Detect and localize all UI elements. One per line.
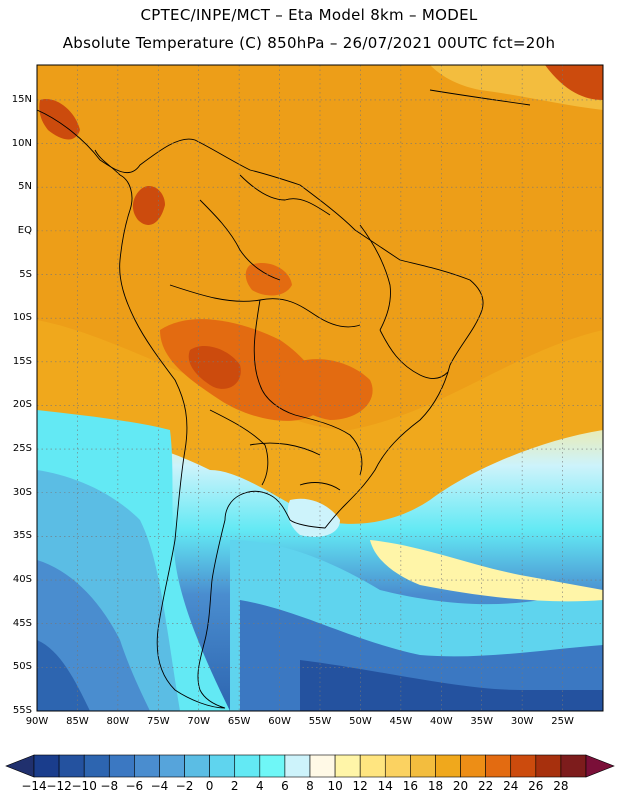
lon-label: 45W [389, 716, 413, 727]
colorbar-label: 14 [377, 779, 393, 793]
colorbar-over-triangle [585, 754, 615, 778]
colorbar-swatch [410, 754, 436, 778]
colorbar-label: 12 [352, 779, 368, 793]
colorbar-swatch [334, 754, 361, 778]
colorbar-swatch [535, 754, 562, 778]
colorbar-label: 2 [230, 779, 239, 793]
colorbar-swatch [485, 754, 512, 778]
lat-label: 10N [11, 137, 32, 149]
colorbar-label: 20 [452, 779, 469, 793]
colorbar-label: −6 [125, 779, 144, 793]
lat-label: 15S [12, 355, 32, 367]
lon-label: 55W [308, 716, 332, 727]
colorbar-under-triangle [5, 754, 35, 778]
colorbar-label: 4 [255, 779, 264, 793]
map-frame [36, 64, 604, 712]
coastline-and-borders [37, 89, 531, 709]
map-title-line-1: CPTEC/INPE/MCT – Eta Model 8km – MODEL [140, 6, 478, 24]
lat-label: 40S [12, 574, 32, 586]
lon-label: 65W [227, 716, 251, 727]
colorbar-swatch [108, 754, 135, 778]
colorbar-swatch [259, 754, 286, 778]
lon-label: 90W [25, 716, 49, 727]
map-title-line-2: Absolute Temperature (C) 850hPa – 26/07/… [62, 34, 556, 52]
colorbar-label: 0 [205, 779, 214, 793]
lat-label: 20S [12, 399, 32, 411]
colorbar-swatch [510, 754, 537, 778]
colorbar-label: −4 [150, 779, 169, 793]
lon-label: 30W [510, 716, 534, 727]
colorbar-label: −10 [71, 779, 97, 793]
colorbar-swatch [309, 754, 336, 778]
colorbar-label: 22 [477, 779, 494, 793]
colorbar-label: 28 [553, 779, 569, 793]
lon-label: 60W [268, 716, 291, 727]
lat-label: 30S [12, 486, 32, 498]
lat-label: 15N [11, 93, 32, 105]
lat-label: 5S [19, 268, 32, 280]
lat-label: 5N [18, 181, 32, 193]
colorbar-label: −14 [21, 779, 47, 793]
colorbar-swatch [284, 754, 311, 778]
colorbar-label: 10 [327, 779, 343, 793]
colorbar-swatch [359, 754, 386, 778]
colorbar-swatch [159, 754, 185, 778]
colorbar-label: 18 [427, 779, 444, 793]
lat-label: 35S [12, 530, 32, 542]
colorbar-label: 8 [306, 779, 314, 793]
temperature-field [37, 65, 603, 711]
lon-label: 40W [429, 716, 453, 727]
colorbar-swatch [83, 754, 110, 778]
lat-label: 10S [12, 312, 32, 324]
colorbar-swatch [560, 754, 587, 778]
colorbar-swatch [209, 754, 236, 778]
lon-label: 25W [551, 716, 574, 727]
lon-label: 85W [66, 716, 89, 727]
lon-label: 75W [146, 716, 170, 727]
lat-label: EQ [17, 224, 32, 236]
colorbar-label: −8 [100, 779, 119, 793]
colorbar-swatch [33, 754, 60, 778]
lat-label: 25S [12, 443, 32, 455]
lon-label: 35W [470, 716, 494, 727]
colorbar-swatch [58, 754, 85, 778]
lat-label: 50S [12, 661, 32, 673]
colorbar-swatch [234, 754, 261, 778]
colorbar-swatch [184, 754, 210, 778]
colorbar-label: 6 [281, 779, 289, 793]
colorbar-label: 16 [402, 779, 418, 793]
colorbar [5, 754, 615, 778]
colorbar-swatch [134, 754, 160, 778]
lon-label: 80W [106, 716, 130, 727]
colorbar-swatch [435, 754, 461, 778]
colorbar-label: 24 [503, 779, 519, 793]
colorbar-swatch [384, 754, 411, 778]
colorbar-label: 26 [528, 779, 544, 793]
colorbar-label: −2 [175, 779, 194, 793]
lat-label: 45S [12, 617, 32, 629]
colorbar-swatch [460, 754, 486, 778]
lon-label: 50W [349, 716, 372, 727]
lat-label: 55S [12, 705, 32, 716]
lon-label: 70W [187, 716, 211, 727]
colorbar-label: −12 [46, 779, 72, 793]
